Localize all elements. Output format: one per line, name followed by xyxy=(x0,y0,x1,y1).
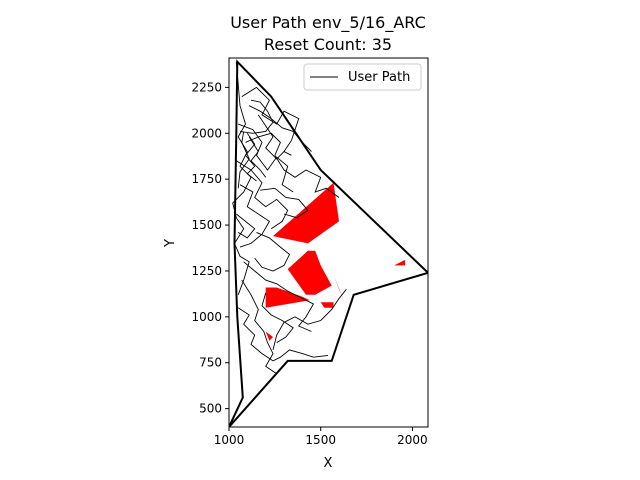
obstacle-7 xyxy=(265,331,273,341)
user-path-segment-13 xyxy=(248,136,267,178)
obstacle-5 xyxy=(320,302,334,308)
y-tick-label-1750: 1750 xyxy=(191,172,222,186)
user-path-segment-11 xyxy=(237,131,250,189)
user-path-segment-4 xyxy=(245,132,340,198)
x-tick-label-1500: 1500 xyxy=(305,433,336,447)
x-axis-label: X xyxy=(324,456,333,471)
user-path-segment-16 xyxy=(260,187,309,219)
user-path-segment-14 xyxy=(257,114,292,160)
axes: 1000 1500 2000 500 750 1000 1250 1500 1750 2000 22… xyxy=(191,57,429,447)
user-path-segment-5 xyxy=(236,160,289,230)
user-path-segment-9 xyxy=(237,307,329,362)
y-tick-label-1250: 1250 xyxy=(191,264,222,278)
boundary-line xyxy=(229,59,428,427)
chart-subtitle: Reset Count: 35 xyxy=(264,35,392,54)
user-path-segment-8 xyxy=(241,279,277,375)
y-tick-label-1500: 1500 xyxy=(191,218,222,232)
user-path-segment-1 xyxy=(232,61,252,295)
chart-title: User Path env_5/16_ARC xyxy=(230,13,426,33)
obstacle-3 xyxy=(265,287,310,308)
obstacle-6 xyxy=(394,259,406,266)
y-tick-label-2250: 2250 xyxy=(191,80,222,94)
plot-content xyxy=(229,59,428,427)
user-path-segment-10 xyxy=(272,289,347,351)
plot-area xyxy=(229,59,428,427)
y-tick-label-1000: 1000 xyxy=(191,310,222,324)
user-path-segment-18 xyxy=(261,292,294,343)
axes-frame xyxy=(228,57,429,428)
user-path-segment-3 xyxy=(238,123,294,193)
y-tick-label-500: 500 xyxy=(199,402,222,416)
user-path-segment-20 xyxy=(239,99,274,134)
y-tick-label-750: 750 xyxy=(199,356,222,370)
user-path-segment-2 xyxy=(241,86,300,152)
user-path-segment-6 xyxy=(239,184,271,248)
user-path-segment-15 xyxy=(248,105,312,152)
y-axis-label: Y xyxy=(163,239,178,248)
legend: User Path xyxy=(303,63,422,91)
obstacle-1 xyxy=(273,182,339,244)
obstacle-2 xyxy=(287,250,332,295)
user-path-segment-19 xyxy=(236,213,256,239)
legend-frame xyxy=(303,63,422,91)
y-tick-label-2000: 2000 xyxy=(191,126,222,140)
user-path-segment-17 xyxy=(254,231,291,272)
legend-label-user-path: User Path xyxy=(348,70,410,85)
x-tick-label-1000: 1000 xyxy=(214,433,245,447)
user-path-segment-12 xyxy=(244,133,257,182)
x-tick-label-2000: 2000 xyxy=(397,433,428,447)
